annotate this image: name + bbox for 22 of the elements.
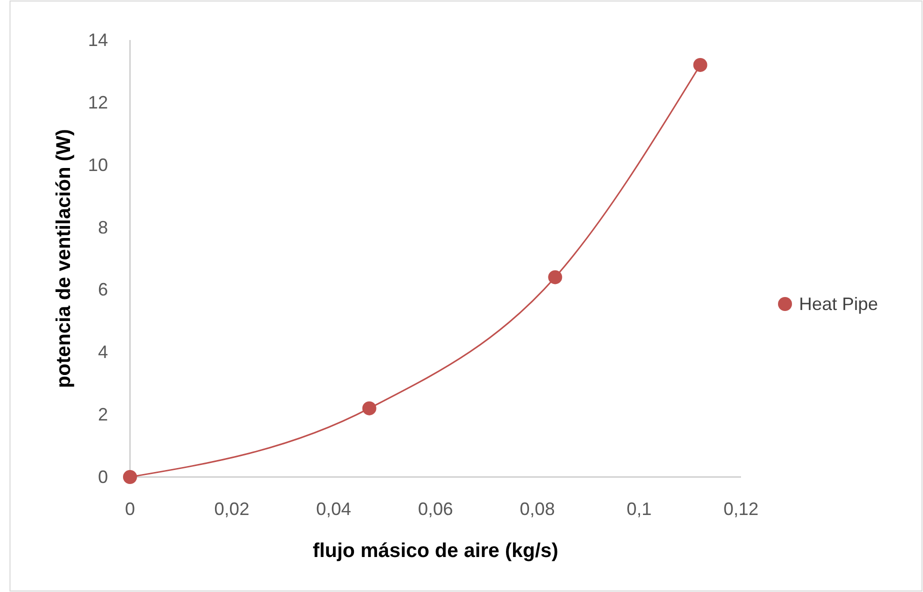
y-tick-label: 6 <box>98 280 108 300</box>
y-tick-label: 14 <box>88 30 108 50</box>
x-tick-label: 0 <box>124 499 136 519</box>
x-tick-label: 0,1 <box>626 499 652 519</box>
x-tick-label: 0,12 <box>723 499 759 519</box>
point <box>548 270 562 284</box>
point <box>693 58 708 72</box>
x-tick-label: 0,04 <box>316 499 352 519</box>
x-tick-label: 0,06 <box>418 499 454 519</box>
legend-label: Heat Pipe <box>799 294 878 314</box>
y-tick-label: 2 <box>98 404 108 425</box>
y-tick-label: 8 <box>98 217 108 238</box>
y-axis-title: potencia de ventilación (W) <box>53 129 75 388</box>
x-tick-label: 0,08 <box>520 499 555 519</box>
y-tick-label: 10 <box>88 154 108 175</box>
point <box>362 401 376 416</box>
point <box>123 470 137 484</box>
y-tick-label: 0 <box>98 467 108 487</box>
x-axis-title: flujo másico de aire (kg/s) <box>312 540 558 562</box>
y-tick-label: 12 <box>88 92 108 112</box>
y-tick-label: 4 <box>98 342 108 362</box>
x-tick-label: 0,02 <box>214 499 250 519</box>
